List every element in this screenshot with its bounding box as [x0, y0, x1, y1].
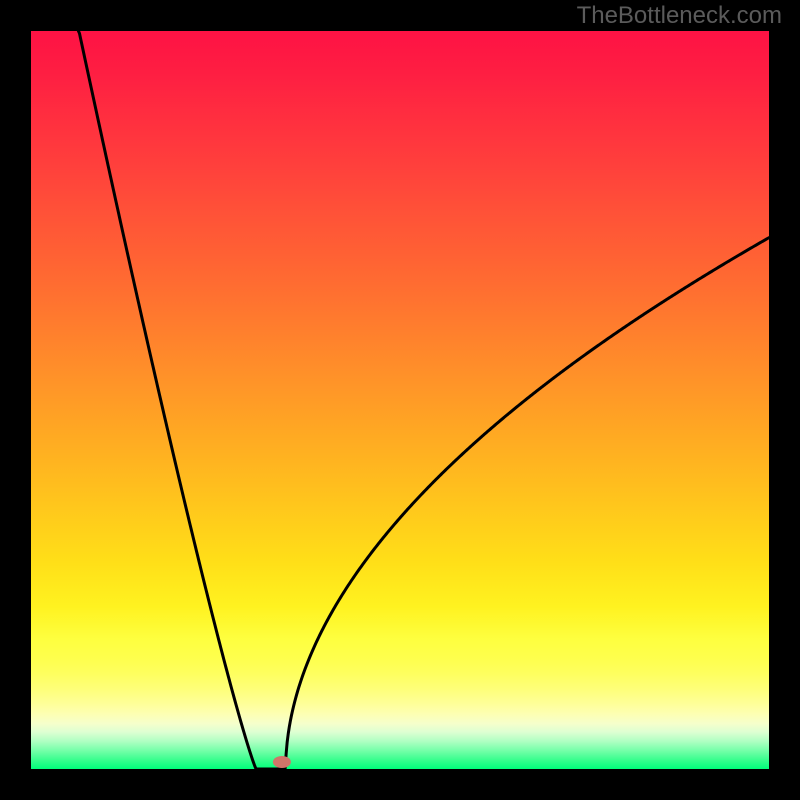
plot-svg: [31, 31, 769, 769]
watermark-text: TheBottleneck.com: [577, 2, 782, 30]
stage: TheBottleneck.com: [0, 0, 800, 800]
bottleneck-curve: [78, 31, 769, 769]
optimal-point-marker: [273, 756, 291, 768]
plot-area: [31, 31, 769, 769]
